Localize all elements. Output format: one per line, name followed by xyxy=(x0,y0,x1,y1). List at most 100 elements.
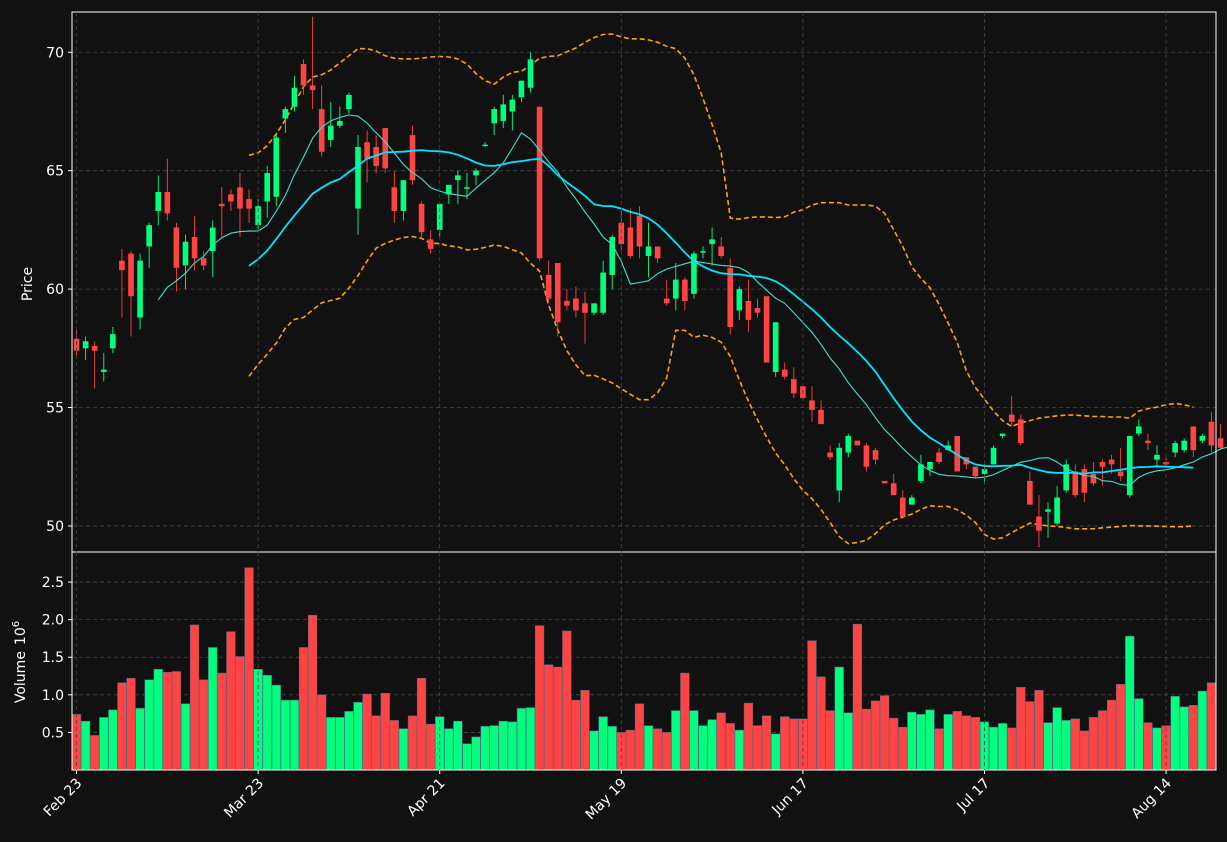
candle-body-up xyxy=(1045,509,1051,512)
volume-panel-frame xyxy=(71,551,1217,771)
volume-bar-down xyxy=(1088,717,1099,771)
volume-bar-up xyxy=(1061,720,1071,771)
volume-bar-up xyxy=(516,708,527,771)
candle-body-up xyxy=(464,187,470,189)
volume-bar-down xyxy=(725,723,735,771)
candle-body-up xyxy=(909,497,915,505)
volume-axis-label-text: Volume xyxy=(13,651,29,703)
volume-bar-down xyxy=(870,700,881,771)
volume-bar-down xyxy=(634,703,645,771)
volume-bar-down xyxy=(217,672,227,771)
candle-body-down xyxy=(418,203,425,233)
volume-bar-down xyxy=(199,679,209,771)
candle-body-up xyxy=(945,445,951,451)
volume-bar-down xyxy=(235,656,245,771)
candle-body-up xyxy=(155,192,162,211)
candle-body-down xyxy=(391,187,398,211)
candle-body-down xyxy=(1117,471,1124,477)
volume-bar-up xyxy=(271,684,281,771)
volume-axis-exponent-power: 6 xyxy=(11,621,22,627)
volume-bar-down xyxy=(752,725,763,771)
volume-bar-up xyxy=(444,728,454,771)
volume-bar-down xyxy=(861,708,872,771)
candle-body-up xyxy=(1126,435,1133,496)
price-axis-label: Price xyxy=(20,267,36,301)
volume-bar-down xyxy=(162,672,172,771)
volume-bar-down xyxy=(780,716,790,771)
volume-bar-down xyxy=(653,728,663,771)
volume-tick-label: 0.5 xyxy=(42,725,64,741)
volume-tick-label: 2.0 xyxy=(42,613,64,629)
volume-bar-down xyxy=(680,672,690,771)
volume-bar-down xyxy=(171,671,182,771)
volume-bar-down xyxy=(226,631,236,771)
candle-body-down xyxy=(1090,473,1097,484)
volume-bar-up xyxy=(1052,707,1062,771)
volume-bar-down xyxy=(816,676,826,771)
candle-body-up xyxy=(100,369,107,372)
candle-body-down xyxy=(1108,459,1115,465)
volume-bar-up xyxy=(689,710,699,771)
volume-bar-up xyxy=(698,725,708,771)
candle-body-down xyxy=(790,379,797,394)
volume-bar-down xyxy=(580,690,590,771)
volume-bar-down xyxy=(761,715,772,771)
candle-body-down xyxy=(727,267,734,327)
candle-body-down xyxy=(818,409,824,425)
candle-body-down xyxy=(972,466,979,477)
candle-body-up xyxy=(291,87,298,107)
candle-body-down xyxy=(318,109,325,152)
volume-bar-up xyxy=(1197,690,1207,771)
volume-bar-down xyxy=(416,678,427,771)
volume-bar-up xyxy=(607,726,617,771)
candle-body-down xyxy=(682,279,688,301)
volume-bar-up xyxy=(1152,727,1162,771)
volume-bar-down xyxy=(1097,710,1108,771)
candle-body-up xyxy=(137,260,143,318)
volume-bar-down xyxy=(1188,705,1198,771)
volume-bar-up xyxy=(135,708,145,771)
volume-bar-up xyxy=(453,720,463,771)
volume-bar-up xyxy=(81,720,91,771)
candle-body-down xyxy=(890,483,897,496)
candle-body-down xyxy=(237,187,243,209)
candle-body-down xyxy=(1008,414,1015,422)
volume-bar-up xyxy=(1134,698,1144,771)
volume-bar-up xyxy=(344,711,354,771)
candle-body-down xyxy=(300,64,307,86)
volume-axis-label: Volume 106 xyxy=(11,621,29,703)
candle-body-down xyxy=(1190,426,1197,451)
price-tick-label: 50 xyxy=(46,519,64,535)
volume-bar-down xyxy=(1116,684,1126,771)
volume-bar-down xyxy=(889,717,899,771)
volume-bar-down xyxy=(117,682,127,771)
volume-bar-up xyxy=(843,712,853,771)
candle-body-down xyxy=(718,246,724,256)
volume-bar-up xyxy=(489,725,499,771)
candle-body-up xyxy=(146,225,152,247)
candle-body-down xyxy=(554,263,561,323)
volume-bar-up xyxy=(907,711,917,771)
candle-body-down xyxy=(1145,440,1151,444)
volume-bar-down xyxy=(952,711,962,771)
volume-bar-up xyxy=(525,707,536,771)
candle-body-down xyxy=(854,440,861,446)
volume-bar-down xyxy=(716,712,726,771)
volume-bar-up xyxy=(353,702,363,771)
candle-body-down xyxy=(827,452,833,458)
candle-body-up xyxy=(836,447,843,491)
candle-body-down xyxy=(936,452,942,462)
candle-body-down xyxy=(809,400,815,410)
volume-bars xyxy=(71,567,1217,771)
volume-bar-down xyxy=(1025,701,1035,771)
candle-body-up xyxy=(999,433,1006,436)
candle-body-up xyxy=(672,279,679,299)
candle-body-up xyxy=(182,241,189,266)
volume-bar-up xyxy=(153,669,163,771)
volume-bar-down xyxy=(789,718,799,771)
volume-bar-up xyxy=(998,723,1008,771)
candle-body-down xyxy=(618,222,625,245)
volume-bar-up xyxy=(208,647,218,771)
volume-bar-down xyxy=(371,715,381,771)
candle-body-up xyxy=(990,447,997,465)
